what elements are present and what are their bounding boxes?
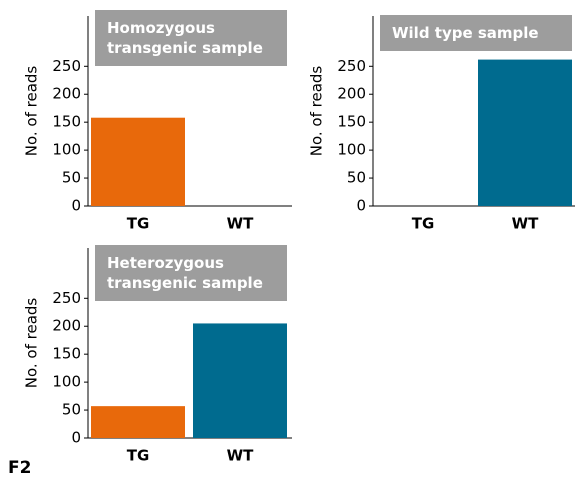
y-tick-label: 200: [337, 85, 366, 103]
figure-label: F2: [8, 458, 32, 478]
chart-title: Heterozygous transgenic sample: [95, 245, 287, 301]
chart-title: Homozygous transgenic sample: [95, 10, 287, 66]
y-tick-label: 250: [52, 289, 81, 307]
y-tick-label: 150: [52, 345, 81, 363]
x-tick-label: TG: [127, 215, 150, 233]
y-tick-label: 150: [52, 113, 81, 131]
x-tick-label: WT: [227, 447, 255, 465]
chart-title: Wild type sample: [380, 15, 572, 51]
x-tick-label: WT: [512, 215, 540, 233]
y-axis-label: No. of reads: [308, 66, 326, 157]
y-tick-label: 100: [52, 141, 81, 159]
y-tick-label: 200: [52, 85, 81, 103]
y-tick-label: 200: [52, 317, 81, 335]
x-tick-label: WT: [227, 215, 255, 233]
y-tick-label: 50: [347, 169, 366, 187]
y-tick-label: 250: [337, 57, 366, 75]
x-tick-label: TG: [127, 447, 150, 465]
bar: [478, 59, 572, 207]
y-tick-label: 150: [337, 113, 366, 131]
y-tick-label: 100: [52, 373, 81, 391]
y-tick-label: 50: [62, 401, 81, 419]
x-tick-label: TG: [412, 215, 435, 233]
bar: [91, 406, 185, 438]
bar: [193, 323, 287, 438]
y-tick-label: 100: [337, 141, 366, 159]
y-tick-label: 0: [71, 197, 81, 215]
y-axis-label: No. of reads: [23, 66, 41, 157]
y-axis-label: No. of reads: [23, 298, 41, 389]
y-tick-label: 250: [52, 57, 81, 75]
y-tick-label: 50: [62, 169, 81, 187]
bar: [91, 117, 185, 206]
y-tick-label: 0: [356, 197, 366, 215]
y-tick-label: 0: [71, 429, 81, 447]
